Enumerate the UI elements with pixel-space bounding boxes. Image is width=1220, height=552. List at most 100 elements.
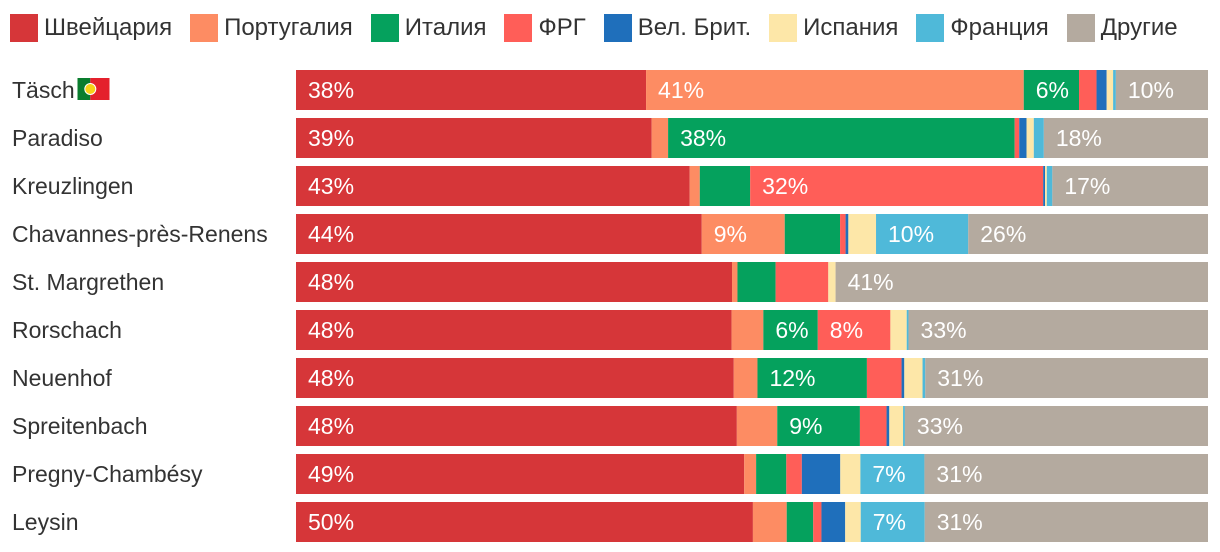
- bar-segment-1: [701, 214, 785, 254]
- bar-segment-1: [752, 502, 787, 542]
- bar-segment-4: [1043, 166, 1046, 206]
- bar-segment-0: [296, 454, 745, 494]
- bar-segment-4: [845, 214, 849, 254]
- legend-item: Франция: [916, 14, 1049, 42]
- bar-segment-7: [925, 358, 1208, 398]
- data-label: 33%: [921, 317, 967, 343]
- data-label: 41%: [658, 77, 704, 103]
- data-label: 32%: [762, 173, 808, 199]
- bar-segment-6: [860, 502, 925, 542]
- bar-segment-5: [845, 502, 861, 542]
- bar-segment-5: [904, 358, 923, 398]
- legend-swatch: [769, 14, 798, 42]
- bar-segment-7: [1115, 70, 1208, 110]
- legend-swatch: [190, 14, 219, 42]
- data-label: 48%: [308, 413, 354, 439]
- bar-segment-4: [801, 454, 841, 494]
- bar-segment-3: [1014, 118, 1020, 158]
- bar-segment-2: [668, 118, 1015, 158]
- legend-swatch: [10, 14, 38, 42]
- bar-row: Pregny-Chambésy 49% 7% 31%: [12, 454, 1208, 494]
- bar-segment-0: [296, 310, 732, 350]
- bar-segment-1: [736, 406, 778, 446]
- bar-row: Spreitenbach 48% 9% 33%: [12, 406, 1208, 446]
- bar-segment-2: [777, 406, 860, 446]
- bar-segment-2: [786, 502, 814, 542]
- bar-segment-1: [732, 262, 738, 302]
- data-label: 17%: [1064, 173, 1110, 199]
- legend: Швейцария Португалия Италия ФРГ Вел. Брит. Ис…: [10, 10, 1196, 46]
- bar-segment-2: [756, 454, 787, 494]
- bar-segment-0: [296, 502, 753, 542]
- legend-label: Франция: [950, 14, 1049, 41]
- bar-segment-5: [889, 406, 904, 446]
- legend-item: Италия: [370, 14, 487, 42]
- bar-segment-1: [689, 166, 700, 206]
- bar-segment-5: [1106, 70, 1114, 110]
- legend-label: Испания: [803, 14, 899, 41]
- bar-segment-6: [903, 406, 905, 446]
- bar-segment-2: [763, 310, 818, 350]
- bar-row: St. Margrethen 48% 41%: [12, 262, 1208, 302]
- data-label: 48%: [308, 269, 354, 295]
- bar-segment-4: [821, 502, 846, 542]
- bar-segment-7: [924, 454, 1208, 494]
- data-label: 31%: [936, 461, 982, 487]
- bar-row: Kreuzlingen 43% 32% 17%: [12, 166, 1208, 206]
- bar-row: Leysin 50% 7% 31%: [12, 502, 1208, 542]
- bar-segment-3: [786, 454, 802, 494]
- legend-label: Другие: [1100, 14, 1178, 41]
- data-label: 41%: [848, 269, 894, 295]
- data-label: 48%: [308, 365, 354, 391]
- bar-segment-5: [1026, 118, 1034, 158]
- data-label: 31%: [937, 365, 983, 391]
- bar-segment-0: [296, 358, 734, 398]
- bar-segment-3: [840, 214, 846, 254]
- data-label: 6%: [775, 317, 808, 343]
- legend-item: Швейцария: [10, 14, 172, 42]
- data-label: 43%: [308, 173, 354, 199]
- data-label: 9%: [789, 413, 822, 439]
- category-label: Spreitenbach: [12, 413, 148, 439]
- data-label: 48%: [308, 317, 354, 343]
- bar-segment-7: [908, 310, 1208, 350]
- data-label: 10%: [888, 221, 934, 247]
- bar-segment-3: [775, 262, 829, 302]
- bar-segment-7: [1052, 166, 1208, 206]
- category-label: Chavannes-près-Renens: [12, 221, 268, 247]
- legend-label: Италия: [404, 14, 487, 41]
- bar-row: Neuenhof 48% 12% 31%: [12, 358, 1208, 398]
- data-label: 7%: [873, 509, 906, 535]
- legend-label: Швейцария: [44, 14, 173, 41]
- bar-segment-3: [1079, 70, 1097, 110]
- bar-segment-6: [1113, 70, 1116, 110]
- category-label: Leysin: [12, 509, 78, 535]
- data-label: 18%: [1056, 125, 1102, 151]
- data-label: 8%: [830, 317, 863, 343]
- bar-segment-4: [1096, 70, 1107, 110]
- bar-segment-3: [817, 310, 891, 350]
- data-label: 26%: [980, 221, 1026, 247]
- category-label: Paradiso: [12, 125, 103, 151]
- data-label: 6%: [1036, 77, 1069, 103]
- bar-segment-5: [1045, 166, 1047, 206]
- bar-segment-4: [1019, 118, 1027, 158]
- category-label: Rorschach: [12, 317, 122, 343]
- bar-segment-5: [828, 262, 836, 302]
- bar-segment-2: [699, 166, 751, 206]
- bar-segment-4: [901, 358, 905, 398]
- bar-segment-0: [296, 406, 737, 446]
- data-label: 12%: [769, 365, 815, 391]
- bar-segment-3: [750, 166, 1044, 206]
- data-label: 7%: [872, 461, 905, 487]
- bar-row: Täsch 38% 41% 6% 10%: [12, 70, 1208, 110]
- bar-row: Chavannes-près-Renens 44% 9% 10% 26%: [12, 214, 1208, 254]
- bar-segment-7: [924, 502, 1208, 542]
- data-label: 9%: [714, 221, 747, 247]
- bar-segment-7: [968, 214, 1208, 254]
- category-label: Kreuzlingen: [12, 173, 133, 199]
- legend-label: Вел. Брит.: [637, 14, 752, 41]
- bar-segment-7: [1043, 118, 1208, 158]
- bar-row: Rorschach 48% 6% 8% 33%: [12, 310, 1208, 350]
- legend-swatch: [504, 14, 533, 42]
